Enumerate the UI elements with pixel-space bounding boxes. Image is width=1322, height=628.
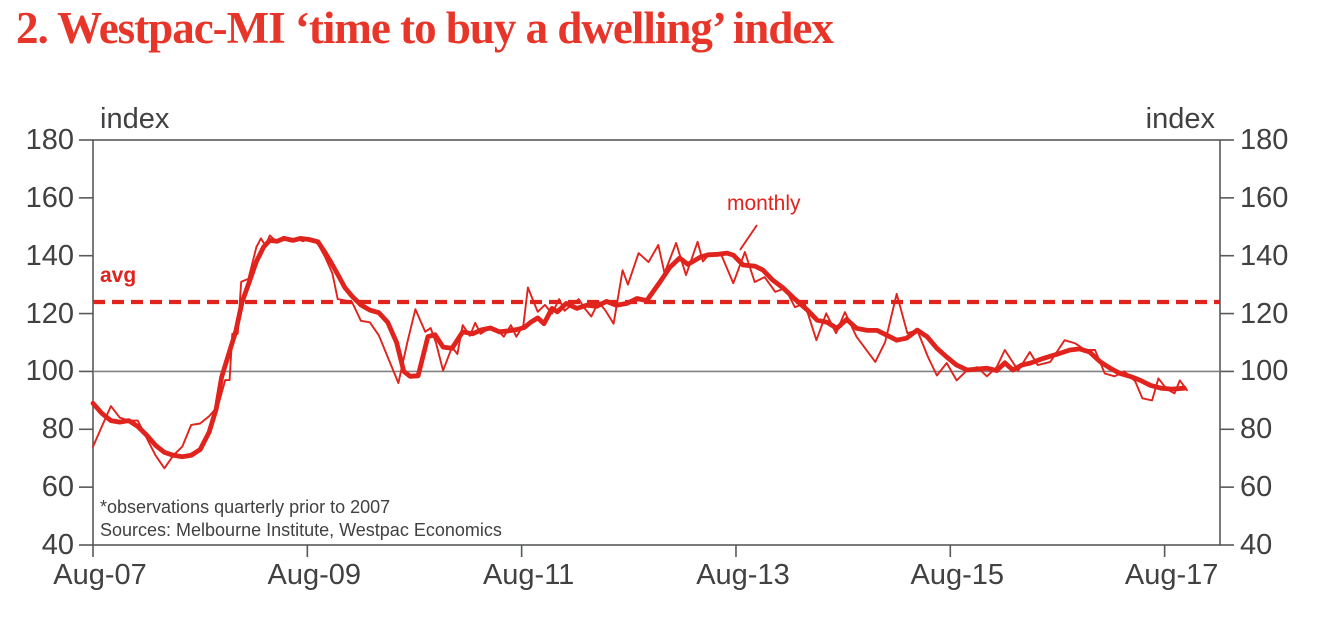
y-tick-label-right: 60 bbox=[1240, 471, 1273, 504]
smoothed-series-line bbox=[90, 236, 1187, 460]
y-tick-label-right: 140 bbox=[1240, 239, 1289, 272]
y-tick-label-left: 100 bbox=[25, 355, 74, 388]
y-tick-label-right: 120 bbox=[1240, 297, 1289, 330]
y-tick-label-left: 160 bbox=[25, 181, 74, 214]
y-tick-label-right: 100 bbox=[1240, 355, 1289, 388]
y-tick-label-left: 80 bbox=[41, 413, 74, 446]
y-tick-label-right: 180 bbox=[1240, 124, 1289, 156]
y-unit-label-left: index bbox=[100, 103, 170, 135]
x-tick-label: Aug-07 bbox=[53, 559, 147, 591]
y-tick-label-left: 180 bbox=[25, 124, 74, 156]
plot-border bbox=[92, 139, 1221, 546]
y-tick-label-left: 120 bbox=[25, 297, 74, 330]
x-tick-label: Aug-11 bbox=[482, 559, 575, 591]
x-tick-label: Aug-17 bbox=[1124, 559, 1219, 591]
annotation-pointer-line bbox=[739, 224, 758, 251]
footnote-observations: *observations quarterly prior to 2007 bbox=[100, 497, 391, 517]
x-tick-label: Aug-13 bbox=[696, 559, 790, 591]
avg-line-label: avg bbox=[100, 264, 137, 287]
y-tick-label-left: 140 bbox=[25, 239, 74, 272]
monthly-annotation: monthly bbox=[727, 192, 801, 215]
x-tick-label: Aug-09 bbox=[267, 559, 362, 591]
x-tick-label: Aug-15 bbox=[910, 559, 1005, 591]
footnote-sources: Sources: Melbourne Institute, Westpac Ec… bbox=[100, 520, 502, 540]
monthly-series-line bbox=[92, 234, 1188, 470]
y-tick-label-right: 40 bbox=[1240, 529, 1273, 561]
y-tick-label-right: 80 bbox=[1240, 413, 1273, 446]
chart-title: 2. Westpac-MI ‘time to buy a dwelling’ i… bbox=[16, 3, 834, 53]
y-tick-label-left: 40 bbox=[41, 529, 74, 561]
y-tick-label-left: 60 bbox=[41, 471, 74, 504]
y-unit-label-right: index bbox=[1145, 103, 1215, 135]
axis-ticks bbox=[79, 139, 1234, 557]
y-tick-label-right: 160 bbox=[1240, 181, 1289, 214]
